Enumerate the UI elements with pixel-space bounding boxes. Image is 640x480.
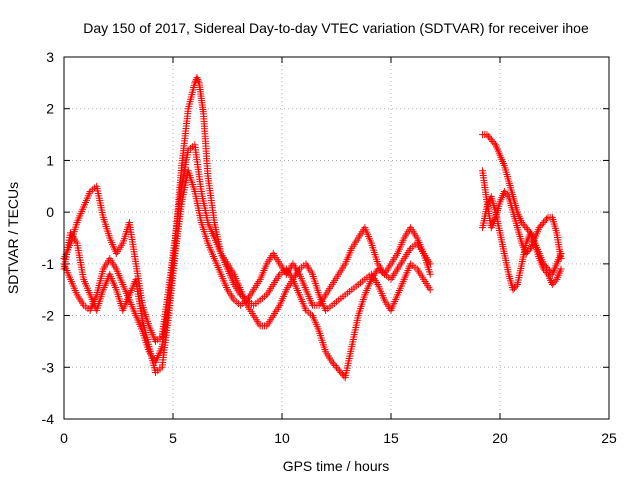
data-point [557,255,565,263]
data-point [535,224,543,232]
data-point [512,282,520,290]
x-tick-label: 15 [383,430,399,446]
data-point [331,362,339,370]
x-tick-labels: 0 5 10 15 20 25 [60,430,617,446]
data-point [489,137,497,145]
data-point [541,217,549,225]
data-point [522,224,530,232]
data-point [426,270,434,278]
data-point [484,132,492,140]
data-point [483,131,491,139]
data-point [509,286,517,294]
data-point [538,220,546,228]
data-point [540,265,548,273]
data-point [500,187,508,195]
x-tick-label: 10 [274,430,290,446]
series-track-3 [60,74,434,382]
data-point [548,281,556,289]
y-tick-label: -2 [42,308,55,324]
data-point [551,277,559,285]
data-point [486,134,494,142]
data-point [543,268,551,276]
data-point [194,77,202,85]
series-track-4 [479,131,565,278]
data-point [525,227,533,235]
data-point [426,260,434,268]
y-tick-labels: -4 -3 -2 -1 0 1 2 3 [42,49,55,427]
data-point [524,248,532,256]
data-point [193,74,201,82]
data-point [334,365,342,373]
data-point [524,225,532,233]
data-point [519,220,527,228]
y-tick-label: 3 [46,49,54,65]
data-point [541,267,549,275]
data-point [540,218,548,226]
data-point [502,189,510,197]
data-point [518,218,526,226]
y-tick-label: 1 [46,152,54,168]
y-tick-label: -4 [42,411,55,427]
data-point [503,191,511,199]
data-point [335,367,343,375]
data-point [543,215,551,223]
x-axis-label: GPS time / hours [283,458,390,474]
data-point [490,139,498,147]
y-axis-label: SDTVAR / TECUs [5,182,21,294]
y-tick-label: -1 [42,256,55,272]
series-track-6 [479,193,565,294]
y-tick-label: 0 [46,204,54,220]
y-tick-label: 2 [46,101,54,117]
data-point [550,279,558,287]
data-point [537,222,545,230]
x-tick-label: 20 [492,430,508,446]
plot-frame [63,56,610,420]
x-tick-label: 0 [60,430,68,446]
data-point [333,363,340,371]
data-point [557,265,565,273]
data-point [511,284,519,292]
x-tick-label: 25 [601,430,617,446]
series-track-2 [60,141,434,345]
data-points [60,74,565,382]
data-point [487,136,495,144]
data-point [194,75,202,83]
data-point [521,222,529,230]
x-tick-label: 5 [169,430,177,446]
data-point [328,358,336,366]
data-point [338,370,346,378]
data-point [426,286,434,294]
chart-title: Day 150 of 2017, Sidereal Day-to-day VTE… [83,20,589,36]
y-tick-label: -3 [42,359,55,375]
data-point [330,360,338,368]
